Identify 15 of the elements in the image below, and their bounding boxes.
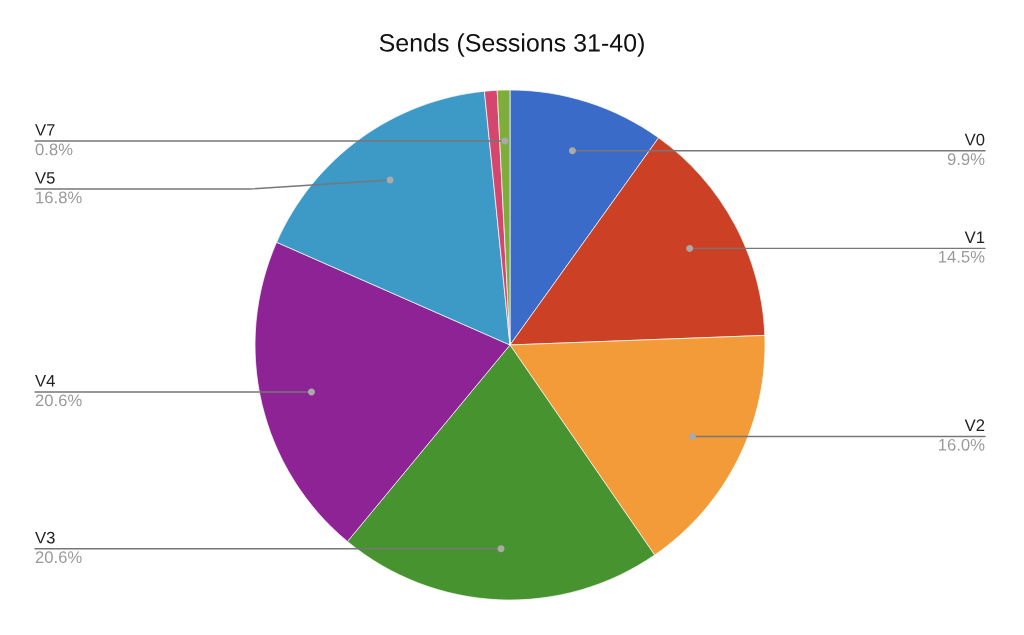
slice-label: V5: [35, 172, 55, 184]
data-label: 9.9%: [947, 153, 985, 166]
slice-label: V1: [964, 231, 985, 243]
slice-label: V2: [964, 419, 985, 432]
data-label: 20.6%: [35, 551, 82, 564]
chart-title: Sends (Sessions 31-40): [379, 33, 644, 57]
data-label: 14.5%: [939, 250, 985, 263]
slice-label: V0: [964, 133, 985, 146]
slice-label: V4: [35, 375, 55, 387]
data-label: 0.8%: [35, 143, 73, 156]
slice-label: V7: [35, 124, 55, 136]
slice-label: V3: [35, 531, 55, 544]
data-label: 16.8%: [36, 191, 82, 204]
data-label: 16.0%: [939, 438, 985, 451]
data-label: 20.6%: [35, 394, 82, 407]
